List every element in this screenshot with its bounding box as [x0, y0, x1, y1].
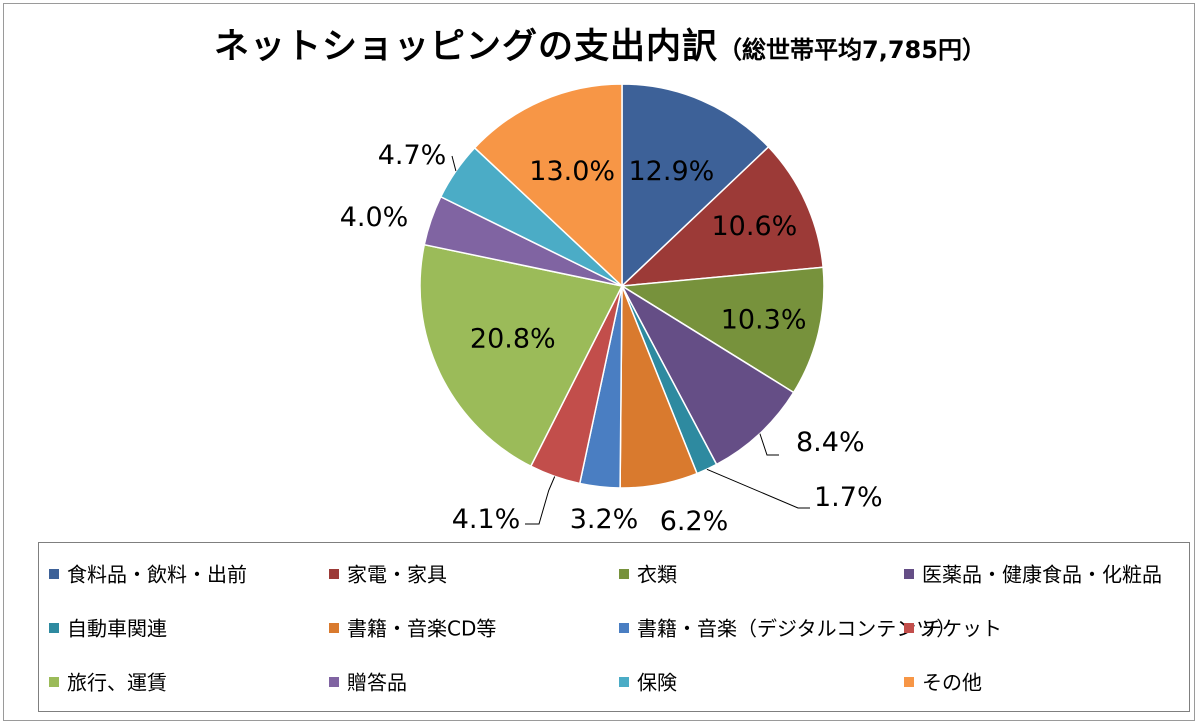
legend-swatch	[619, 568, 629, 579]
leader-line	[525, 476, 556, 525]
pie-slice	[620, 283, 795, 466]
chart-title-subtitle: （総世帯平均7,785円）	[718, 36, 986, 64]
slice-data-label: 20.8%	[470, 324, 556, 355]
legend-item: 家電・家具	[329, 559, 447, 587]
leader-line	[706, 468, 810, 509]
slice-data-label: 12.9%	[629, 156, 715, 187]
legend-item: 衣類	[619, 559, 677, 587]
legend-item: 医薬品・健康食品・化粧品	[904, 559, 1162, 587]
legend-swatch	[49, 622, 59, 633]
legend-label: 食料品・飲料・出前	[67, 562, 247, 587]
legend-item: 贈答品	[329, 667, 407, 695]
legend-item: 自動車関連	[49, 613, 167, 641]
legend-item: 書籍・音楽CD等	[329, 613, 496, 641]
pie-slice	[621, 83, 770, 288]
legend-swatch	[329, 622, 339, 633]
pie-chart: 12.9% 10.6% 10.3% 8.4% 1.7% 6.2% 3.2% 4.1% 20.8%…	[340, 83, 883, 537]
legend-label: 医薬品・健康食品・化粧品	[922, 562, 1162, 587]
slice-data-label: 8.4%	[796, 427, 865, 458]
leader-line	[451, 155, 457, 172]
chart-title: ネットショッピングの支出内訳（総世帯平均7,785円）	[4, 18, 1196, 69]
legend-swatch	[49, 568, 59, 579]
leader-line	[759, 433, 779, 456]
legend-label: 保険	[637, 670, 677, 695]
slice-data-label: 10.6%	[712, 211, 798, 242]
legend-label: その他	[922, 670, 982, 695]
slice-data-label: 6.2%	[660, 506, 729, 537]
slice-data-label: 3.2%	[570, 504, 639, 535]
legend-swatch	[619, 622, 629, 633]
legend-item: チケット	[904, 613, 1002, 641]
legend-label: チケット	[922, 616, 1002, 641]
legend-label: 書籍・音楽CD等	[347, 616, 497, 641]
chart-legend: 食料品・飲料・出前 家電・家具 衣類 医薬品・健康食品・化粧品自動車関連 書籍・音楽CD…	[38, 542, 1190, 712]
legend-swatch	[329, 568, 339, 579]
slice-data-label: 13.0%	[529, 156, 615, 187]
legend-label: 家電・家具	[347, 562, 447, 587]
chart-title-main: ネットショッピングの支出内訳	[214, 27, 719, 67]
legend-swatch	[329, 676, 339, 687]
legend-swatch	[49, 676, 59, 687]
legend-label: 贈答品	[347, 670, 407, 695]
legend-item: 食料品・飲料・出前	[49, 559, 247, 587]
chart-area: ネットショッピングの支出内訳（総世帯平均7,785円） 12.9% 10.6% 10…	[3, 3, 1195, 721]
legend-item: 旅行、運賃	[49, 667, 167, 695]
slice-data-label: 10.3%	[721, 304, 807, 335]
pie-slice	[419, 243, 624, 468]
legend-item: 書籍・音楽（デジタルコンテンツ）	[619, 613, 956, 641]
slice-data-label: 4.7%	[378, 140, 447, 171]
pie-slice	[619, 266, 825, 394]
legend-swatch	[904, 622, 914, 633]
legend-label: 自動車関連	[67, 616, 167, 641]
legend-item: その他	[904, 667, 982, 695]
legend-swatch	[904, 568, 914, 579]
legend-swatch	[904, 676, 914, 687]
slice-data-label: 1.7%	[814, 482, 883, 513]
legend-label: 旅行、運賃	[67, 670, 167, 695]
legend-swatch	[619, 676, 629, 687]
slice-data-label: 4.1%	[452, 504, 521, 535]
legend-label: 衣類	[637, 562, 677, 587]
slice-data-label: 4.0%	[340, 202, 409, 233]
pie-slice	[619, 145, 824, 287]
pie-slice	[473, 83, 623, 288]
legend-item: 保険	[619, 667, 677, 695]
legend-label: 書籍・音楽（デジタルコンテンツ）	[637, 616, 957, 641]
